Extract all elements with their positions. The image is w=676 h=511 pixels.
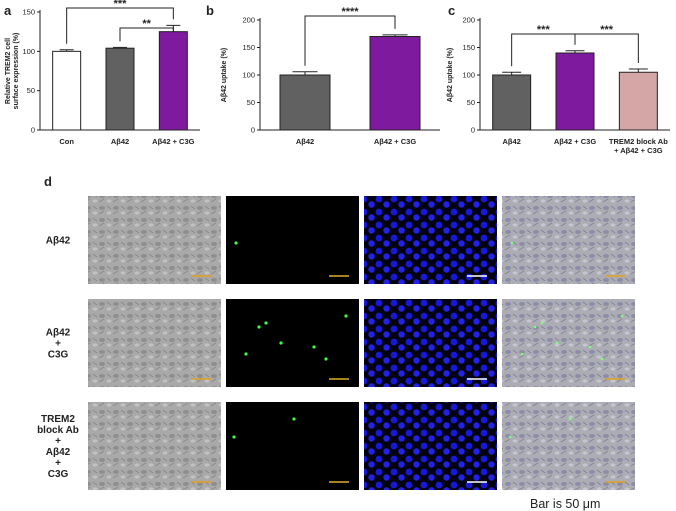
significance-bracket: [304, 15, 396, 66]
fluorescent-spot: [292, 417, 296, 421]
row-label: Aβ42 + C3G: [46, 328, 71, 361]
fluorescent-spot: [344, 314, 348, 318]
y-axis-title: Aβ42 uptake (%): [221, 48, 228, 102]
significance-bracket: [119, 27, 174, 42]
fluorescent-spot: [234, 241, 238, 245]
scalebar-footnote: Bar is 50 μm: [530, 497, 600, 511]
micrograph-blue-nuclei: [364, 196, 497, 284]
significance-label: **: [142, 18, 151, 30]
micrograph-merged: [502, 402, 635, 490]
micrograph-merged: [502, 196, 635, 284]
fluorescent-spot: [568, 417, 572, 421]
bar: [618, 71, 658, 131]
micrograph-green-fluorescence: [226, 299, 359, 387]
fluorescent-spot: [555, 341, 559, 345]
fluorescent-spot: [510, 241, 514, 245]
bar: [369, 36, 421, 131]
panel-label-c: c: [448, 3, 455, 18]
y-tick-label: 50: [467, 98, 475, 107]
fluorescent-spot: [244, 352, 248, 356]
fluorescent-spot: [520, 352, 524, 356]
fluorescent-spot: [312, 345, 316, 349]
micrograph-merged: [502, 299, 635, 387]
fluorescent-spot: [257, 325, 261, 329]
micrograph-brightfield: [88, 196, 221, 284]
significance-label: ****: [341, 6, 359, 18]
y-tick-label: 100: [242, 71, 255, 80]
significance-bracket: [66, 7, 174, 44]
bar: [52, 50, 82, 131]
fluorescent-spot: [232, 435, 236, 439]
chart-a: 0 50 100 150 Relative TREM2 cellsurface expr…: [5, 0, 200, 146]
bar: [279, 74, 331, 131]
category-label: TREM2 block Ab + Aβ42 + C3G: [609, 137, 668, 155]
y-tick-label: 150: [462, 43, 475, 52]
significance-label: ***: [600, 24, 614, 36]
category-label: Aβ42: [502, 137, 520, 146]
significance-bracket: [574, 33, 639, 63]
y-tick-label: 0: [251, 126, 255, 135]
micrograph-grid: Aβ42 Aβ42 + C3G TREM2 block Ab + Aβ42 + C3G: [37, 196, 635, 490]
micrograph-green-fluorescence: [226, 402, 359, 490]
y-tick-label: 150: [242, 43, 255, 52]
significance-label: ***: [537, 24, 551, 36]
fluorescent-spot: [279, 341, 283, 345]
fluorescent-spot: [620, 314, 624, 318]
y-tick-label: 0: [31, 126, 35, 135]
bar: [492, 74, 532, 131]
fluorescent-spot: [540, 321, 544, 325]
bar: [105, 47, 135, 131]
micrograph-brightfield: [88, 402, 221, 490]
y-tick-label: 50: [27, 86, 35, 95]
panel-label-a: a: [4, 3, 12, 18]
micrograph-blue-nuclei: [364, 402, 497, 490]
category-label: Con: [59, 137, 74, 146]
y-tick-label: 200: [462, 16, 475, 25]
category-label: Aβ42 + C3G: [374, 137, 416, 146]
y-tick-label: 100: [462, 71, 475, 80]
fluorescent-spot: [588, 345, 592, 349]
y-axis-title: Aβ42 uptake (%): [447, 48, 454, 102]
row-label: TREM2 block Ab + Aβ42 + C3G: [37, 414, 79, 480]
category-label: Aβ42: [296, 137, 314, 146]
row-label: Aβ42: [46, 236, 71, 247]
y-tick-label: 150: [22, 8, 35, 17]
y-tick-label: 100: [22, 47, 35, 56]
bar: [555, 52, 595, 131]
panel-label-b: b: [206, 3, 214, 18]
category-label: Aβ42 + C3G: [152, 137, 194, 146]
bar: [158, 31, 188, 131]
y-tick-label: 50: [247, 98, 255, 107]
panel-label-d: d: [44, 174, 52, 189]
y-tick-label: 200: [242, 16, 255, 25]
category-label: Aβ42 + C3G: [554, 137, 596, 146]
fluorescent-spot: [600, 357, 604, 361]
fluorescent-spot: [533, 325, 537, 329]
micrograph-blue-nuclei: [364, 299, 497, 387]
category-label: Aβ42: [111, 137, 129, 146]
significance-label: ***: [114, 0, 128, 10]
y-axis-title: Relative TREM2 cellsurface expression (%…: [5, 33, 20, 110]
chart-b: 0 50 100 150 200 Aβ42 uptake (%) Aβ42 Aβ42 + C3…: [221, 6, 440, 146]
micrograph-green-fluorescence: [226, 196, 359, 284]
fluorescent-spot: [508, 435, 512, 439]
chart-c: 0 50 100 150 200 Aβ42 uptake (%) Aβ42 Aβ42 + C3…: [447, 16, 670, 155]
micrograph-brightfield: [88, 299, 221, 387]
fluorescent-spot: [264, 321, 268, 325]
fluorescent-spot: [324, 357, 328, 361]
y-tick-label: 0: [471, 126, 475, 135]
